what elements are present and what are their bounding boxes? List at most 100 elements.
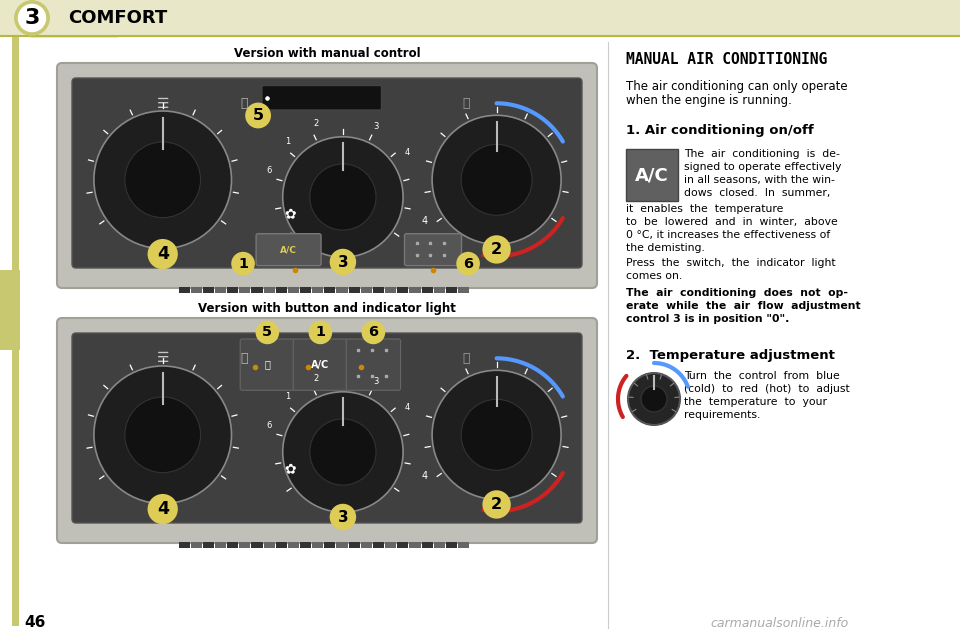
Text: ☰: ☰ (156, 97, 169, 111)
Text: the demisting.: the demisting. (626, 243, 705, 253)
Bar (228, 287, 238, 293)
Bar (324, 542, 335, 548)
Text: Turn  the  control  from  blue: Turn the control from blue (684, 371, 840, 381)
Bar (434, 287, 444, 293)
Text: 4: 4 (422, 471, 428, 481)
Text: 6: 6 (369, 325, 378, 339)
FancyBboxPatch shape (404, 234, 462, 266)
Text: The  air  conditioning  is  de-: The air conditioning is de- (684, 149, 840, 159)
Text: 5: 5 (262, 325, 273, 339)
Text: 🚗: 🚗 (240, 352, 248, 365)
Bar (252, 287, 263, 293)
Bar (312, 287, 324, 293)
Text: ✿: ✿ (284, 462, 296, 476)
Text: dows  closed.  In  summer,: dows closed. In summer, (684, 188, 830, 198)
FancyBboxPatch shape (57, 318, 597, 543)
FancyBboxPatch shape (72, 78, 582, 268)
Text: 0 °C, it increases the effectiveness of: 0 °C, it increases the effectiveness of (626, 230, 830, 240)
Bar (203, 287, 214, 293)
Text: 2: 2 (314, 119, 319, 128)
Text: 🚗: 🚗 (264, 360, 271, 370)
Bar (397, 542, 408, 548)
Bar (324, 287, 335, 293)
Circle shape (282, 392, 403, 512)
Text: 6: 6 (267, 420, 272, 429)
Circle shape (362, 321, 385, 344)
Text: Version with manual control: Version with manual control (233, 47, 420, 60)
Text: COMFORT: COMFORT (68, 9, 167, 27)
Bar (385, 542, 396, 548)
Text: when the engine is running.: when the engine is running. (626, 94, 792, 107)
Bar (445, 287, 457, 293)
Text: the  temperature  to  your: the temperature to your (684, 397, 827, 407)
Text: requirements.: requirements. (684, 410, 760, 420)
Bar (458, 542, 469, 548)
Text: A/C: A/C (311, 360, 329, 370)
Circle shape (282, 137, 403, 257)
Text: (cold)  to  red  (hot)  to  adjust: (cold) to red (hot) to adjust (684, 384, 850, 394)
Text: comes on.: comes on. (626, 271, 683, 281)
Bar (239, 287, 251, 293)
Bar (348, 287, 360, 293)
Text: 6: 6 (463, 257, 473, 271)
Text: 🚗: 🚗 (240, 97, 248, 110)
FancyBboxPatch shape (30, 0, 119, 38)
Bar (337, 287, 348, 293)
Bar (372, 287, 384, 293)
Bar (409, 287, 420, 293)
Circle shape (483, 236, 511, 264)
Text: 🚗: 🚗 (462, 352, 469, 365)
Text: 46: 46 (24, 615, 45, 630)
Bar (264, 287, 275, 293)
Text: 🚗: 🚗 (462, 97, 469, 110)
Text: 3: 3 (24, 8, 39, 28)
Bar (397, 287, 408, 293)
Bar (361, 542, 372, 548)
Bar (228, 542, 238, 548)
Bar (385, 287, 396, 293)
Circle shape (94, 366, 231, 504)
Bar (434, 542, 444, 548)
Text: it  enables  the  temperature: it enables the temperature (626, 204, 783, 214)
FancyBboxPatch shape (293, 339, 348, 390)
Text: erate  while  the  air  flow  adjustment: erate while the air flow adjustment (626, 301, 860, 311)
Bar (300, 542, 311, 548)
Circle shape (641, 386, 667, 412)
Text: A/C: A/C (636, 166, 669, 184)
Text: 2.  Temperature adjustment: 2. Temperature adjustment (626, 349, 835, 362)
Circle shape (125, 142, 201, 218)
Bar (0, 270, 20, 350)
FancyBboxPatch shape (262, 86, 381, 110)
Text: Press  the  switch,  the  indicator  light: Press the switch, the indicator light (626, 258, 835, 268)
Circle shape (432, 115, 561, 244)
Text: 3: 3 (338, 509, 348, 525)
Text: signed to operate effectively: signed to operate effectively (684, 162, 841, 172)
Bar (409, 542, 420, 548)
Text: carmanualsonline.info: carmanualsonline.info (710, 617, 850, 630)
Bar (239, 542, 251, 548)
Text: A/C: A/C (280, 245, 297, 254)
Text: 2: 2 (491, 497, 502, 512)
Text: Version with button and indicator light: Version with button and indicator light (198, 302, 456, 315)
Text: in all seasons, with the win-: in all seasons, with the win- (684, 175, 835, 185)
Bar (445, 542, 457, 548)
Circle shape (483, 490, 511, 518)
Circle shape (310, 419, 376, 485)
Bar (458, 287, 469, 293)
Text: ✿: ✿ (284, 207, 296, 221)
Bar (288, 542, 300, 548)
Bar (372, 542, 384, 548)
Text: 3: 3 (373, 122, 378, 131)
Circle shape (148, 239, 178, 269)
Text: 4: 4 (422, 216, 428, 226)
Bar (300, 287, 311, 293)
Text: to  be  lowered  and  in  winter,  above: to be lowered and in winter, above (626, 217, 838, 227)
Bar (288, 287, 300, 293)
FancyBboxPatch shape (240, 339, 295, 390)
Circle shape (308, 321, 332, 344)
Text: 1: 1 (238, 257, 248, 271)
Text: 4: 4 (404, 403, 410, 412)
Circle shape (461, 145, 532, 215)
Bar (191, 287, 202, 293)
Bar (361, 287, 372, 293)
